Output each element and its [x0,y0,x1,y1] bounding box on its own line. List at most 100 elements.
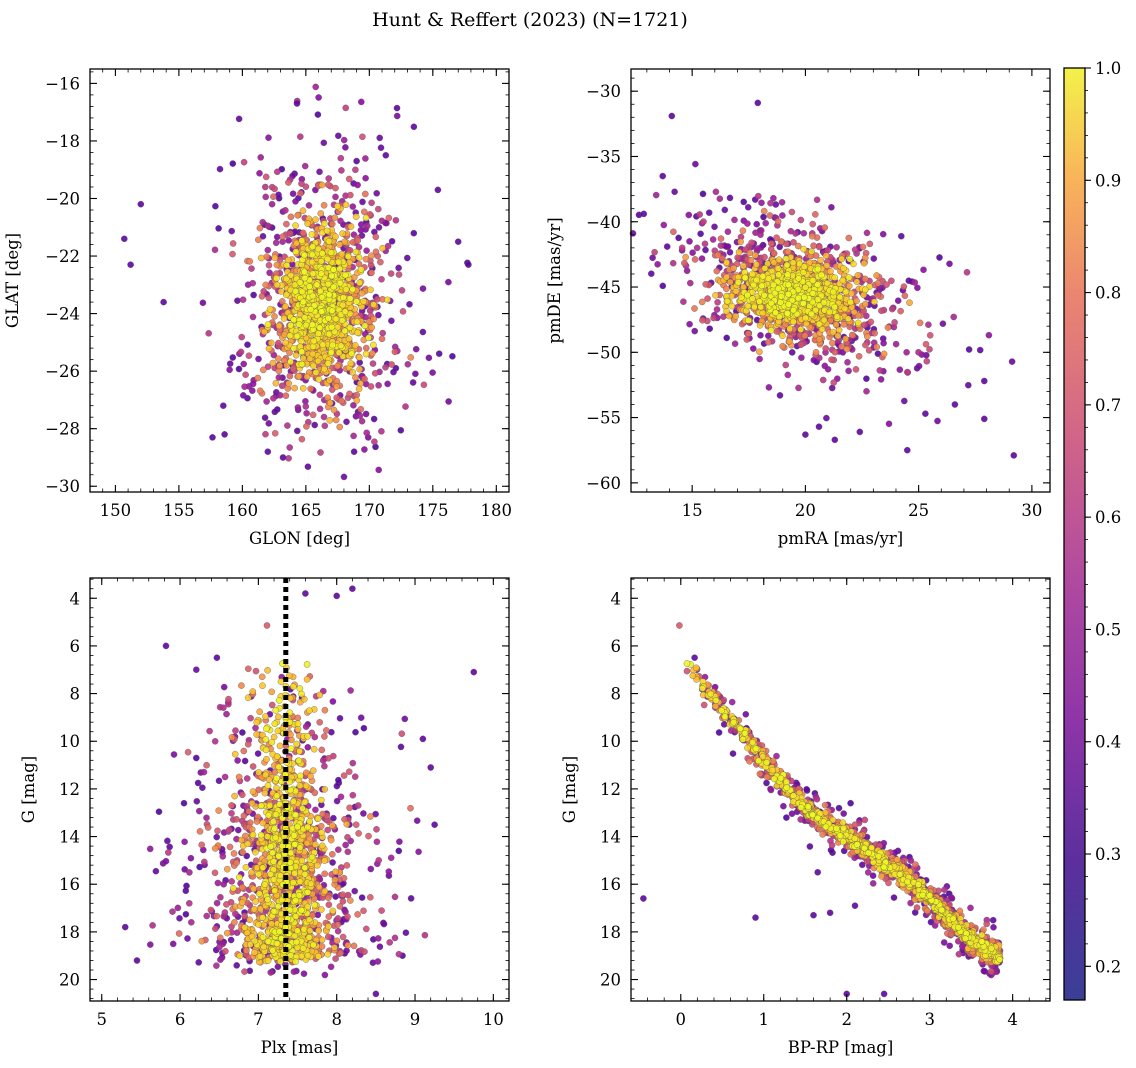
data-point [357,380,364,387]
data-point [726,194,734,202]
data-point [169,908,176,915]
data-point [864,333,871,340]
data-point [298,237,306,244]
data-point [352,374,359,381]
data-point [249,688,257,695]
data-point [762,219,769,227]
y-tick-label: −50 [586,343,621,362]
data-point [232,727,239,734]
data-point [342,271,349,279]
data-point [364,222,371,230]
data-point [217,956,224,963]
data-point [395,847,403,855]
data-point [797,326,805,333]
data-point [182,887,190,895]
data-point [332,193,339,201]
x-tick-label: 150 [100,501,132,520]
data-point [713,267,721,275]
data-point [292,222,299,229]
data-point [863,375,870,382]
data-point [355,254,363,261]
data-point [195,959,202,966]
data-point [803,320,810,328]
data-point [267,969,274,976]
data-point [327,836,335,844]
data-point [294,404,302,411]
data-point [406,301,413,308]
data-point [843,345,851,353]
y-tick-label: −40 [586,213,621,232]
data-point [354,802,362,809]
data-point [375,205,382,213]
data-point [315,376,323,383]
data-point [287,358,294,366]
data-point [256,224,264,232]
panel-plx-g-points [121,578,478,1001]
data-point [337,793,345,801]
data-point [352,248,360,256]
data-point [412,345,420,353]
data-point [166,843,173,851]
x-tick-label: 30 [1021,501,1042,520]
data-point [325,314,332,322]
data-point [827,268,834,275]
data-point [235,115,243,123]
data-point [357,714,365,721]
data-point [362,155,369,162]
data-point [282,339,289,347]
data-point [292,198,299,205]
data-point [316,691,323,699]
data-point [863,229,871,237]
data-point [393,112,401,120]
data-point [885,420,893,428]
data-point [888,305,896,313]
data-point [349,791,357,799]
data-point [375,311,382,319]
outlier-point [353,157,360,165]
data-point [363,344,370,352]
outlier-point [220,402,227,409]
data-point [840,321,848,328]
data-point [374,958,382,965]
data-point [352,342,359,349]
data-point [292,287,299,295]
data-point [388,317,395,325]
data-point [317,449,324,456]
data-point [376,943,384,950]
data-point [356,279,363,287]
data-point [785,301,792,308]
data-point [365,832,372,840]
data-point [696,211,703,218]
data-point [357,405,365,413]
data-point [367,865,375,873]
data-point [396,838,403,845]
x-tick-label: 170 [354,501,386,520]
data-point [345,335,353,343]
data-point [321,888,329,895]
data-point [224,865,231,873]
data-point [290,345,298,352]
data-point [282,207,289,214]
data-point [182,911,190,918]
data-point [728,302,736,310]
data-point [265,294,273,302]
y-tick-label: −30 [45,477,80,496]
data-point [249,313,257,321]
data-point [354,237,362,244]
data-point [295,373,303,380]
data-point [385,214,393,222]
data-point [301,268,308,276]
data-point [649,254,656,262]
data-point [240,812,248,820]
data-point [240,158,248,166]
data-point [295,321,303,328]
panel-glon-glat: 150 155 160 165 170 175 180−16−18−20−22−24−26−… [3,68,512,548]
data-point [347,360,355,367]
data-point [276,392,284,399]
data-point [324,181,332,188]
data-point [809,220,816,228]
data-point [360,907,367,915]
data-point [353,298,360,305]
data-point [714,299,721,306]
